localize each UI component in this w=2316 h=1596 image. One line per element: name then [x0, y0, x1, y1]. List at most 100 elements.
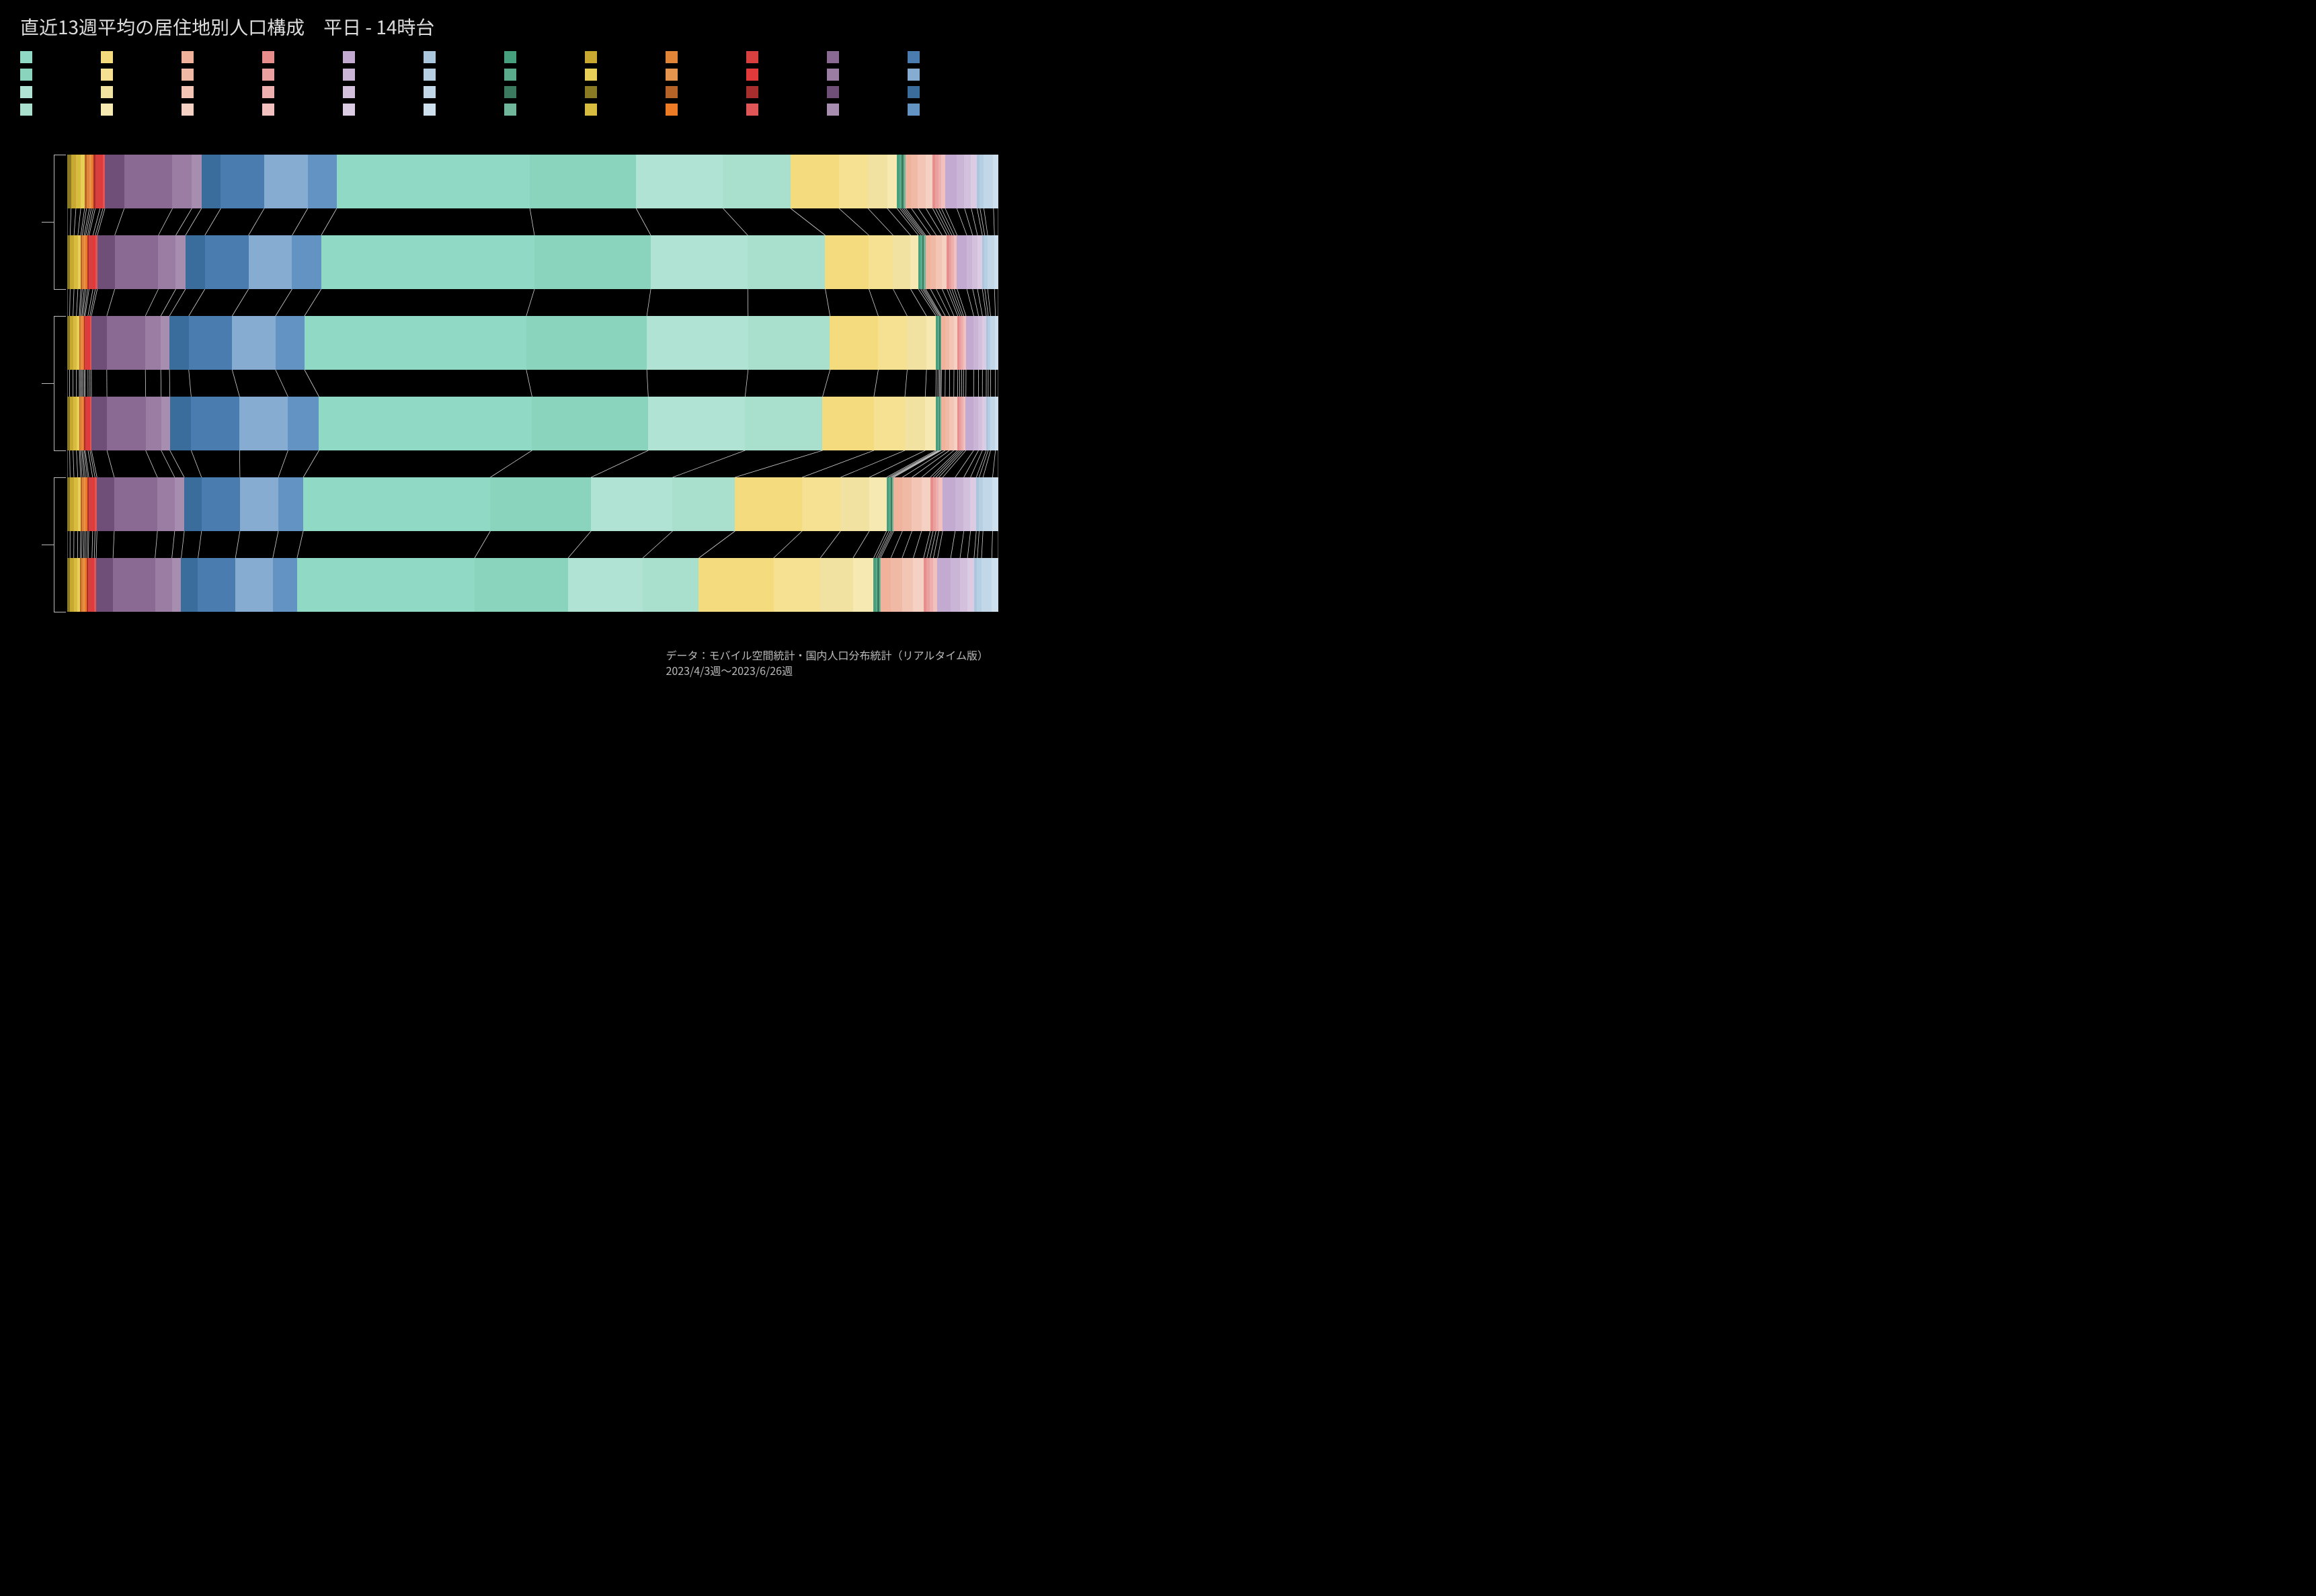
chart-title: 直近13週平均の居住地別人口構成 平日 - 14時台 [20, 13, 988, 40]
legend-item [585, 83, 666, 101]
data-source-footer: データ：モバイル空間統計・国内人口分布統計（リアルタイム版） 2023/4/3週… [666, 647, 988, 678]
legend-item [666, 101, 746, 118]
bar-segment [643, 558, 698, 612]
bar-segment [960, 558, 967, 612]
legend-item [262, 101, 343, 118]
bar-segment [124, 155, 173, 208]
bar-segment [202, 155, 221, 208]
bar-segment [967, 558, 974, 612]
bar-segment [878, 316, 907, 370]
bar-segment [983, 477, 992, 531]
bar-segment [868, 155, 887, 208]
bar-segment [902, 477, 912, 531]
legend-item [746, 101, 827, 118]
bar-segment [240, 477, 278, 531]
legend-item [585, 66, 666, 83]
bar-segment [636, 155, 723, 208]
bar-segment [907, 316, 926, 370]
bar-segment [161, 316, 169, 370]
bar-segment [273, 558, 297, 612]
legend-item [827, 48, 908, 66]
bar-segment [971, 155, 977, 208]
legend-item [424, 48, 504, 66]
bar-segment [170, 397, 192, 450]
bar-segment [337, 155, 530, 208]
legend-item [746, 66, 827, 83]
bar-segment [992, 558, 998, 612]
legend-item [20, 66, 101, 83]
bar-segment [276, 316, 305, 370]
legend-item [504, 66, 585, 83]
stacked-bar-row [67, 558, 998, 612]
bar-segment [791, 155, 839, 208]
legend-item [101, 48, 182, 66]
bar-segment [76, 155, 81, 208]
legend-swatch [585, 51, 597, 63]
legend-swatch [827, 51, 839, 63]
bar-segment [591, 477, 672, 531]
bar-segment [926, 316, 936, 370]
legend-item [101, 101, 182, 118]
bar-segment [191, 397, 239, 450]
legend-item [262, 66, 343, 83]
legend-swatch [504, 69, 516, 81]
bar-segment [840, 477, 869, 531]
bar-segment [96, 558, 113, 612]
stacked-bar-row [67, 155, 998, 208]
legend-swatch [20, 86, 32, 98]
bar-segment [936, 235, 942, 289]
legend-item [182, 48, 262, 66]
legend-item [424, 83, 504, 101]
bar-segment [957, 235, 966, 289]
legend-swatch [666, 86, 678, 98]
legend-swatch [343, 51, 355, 63]
legend-swatch [262, 51, 274, 63]
bar-segment [994, 235, 998, 289]
legend-swatch [101, 51, 113, 63]
legend-swatch [827, 86, 839, 98]
bar-segment [926, 235, 930, 289]
legend-swatch [262, 69, 274, 81]
legend [20, 48, 988, 118]
bar-segment [972, 235, 977, 289]
bar-segment [745, 397, 822, 450]
bar-segment [95, 155, 100, 208]
bar-segment [105, 155, 124, 208]
bar-segment [319, 397, 532, 450]
bar-segment [145, 316, 161, 370]
bar-segment [475, 558, 568, 612]
bar-segment [115, 235, 159, 289]
legend-item [182, 101, 262, 118]
legend-item [908, 48, 988, 66]
legend-item [20, 101, 101, 118]
bar-segment [963, 477, 970, 531]
legend-swatch [101, 69, 113, 81]
bar-segment [992, 477, 998, 531]
bar-segment [922, 477, 930, 531]
legend-swatch [20, 51, 32, 63]
bar-segment [990, 316, 995, 370]
bar-segment [906, 155, 912, 208]
legend-item [746, 48, 827, 66]
legend-item [827, 101, 908, 118]
legend-swatch [424, 104, 436, 116]
bar-segment [235, 558, 273, 612]
stacked-bar-row [67, 477, 998, 531]
bar-segment [913, 558, 923, 612]
bar-segment [303, 477, 490, 531]
bar-segment [825, 235, 869, 289]
legend-swatch [424, 86, 436, 98]
bar-segment [114, 477, 157, 531]
legend-swatch [908, 104, 920, 116]
bar-segment [113, 558, 155, 612]
bar-segment [967, 235, 973, 289]
bar-segment [490, 477, 591, 531]
bar-segment [91, 316, 107, 370]
legend-item [424, 101, 504, 118]
bar-segment [977, 235, 982, 289]
bar-segment [802, 477, 840, 531]
legend-swatch [343, 86, 355, 98]
legend-item [101, 83, 182, 101]
legend-item [20, 83, 101, 101]
bar-segment [990, 397, 995, 450]
